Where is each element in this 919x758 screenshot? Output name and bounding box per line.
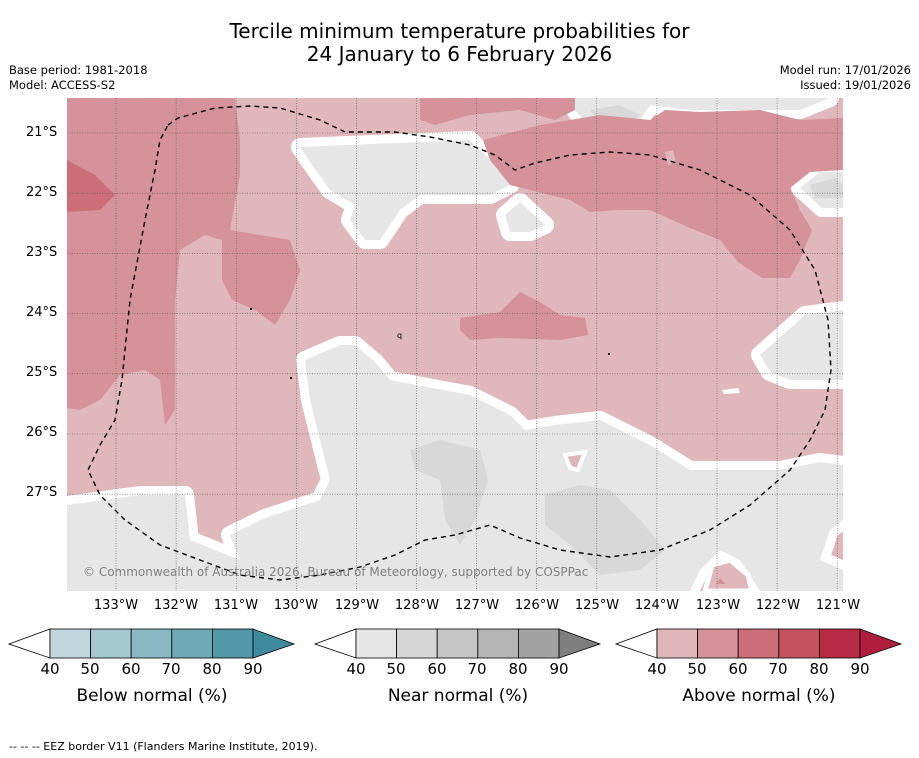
eez-border [87,105,832,581]
colorbar-segment [355,628,397,659]
cb-near-tick-40: 40 [346,660,366,678]
model-run-text: Model run: 17/01/2026 [779,63,911,77]
longitude-gridlines [115,98,838,591]
lon-label-131w: 131°W [213,598,259,613]
cb-near-tick-50: 50 [386,660,406,678]
lon-label-126w: 126°W [514,598,560,613]
colorbar-segment [517,628,560,659]
meta-left: Base period: 1981-2018 Model: ACCESS-S2 [9,63,148,93]
colorbar-above-normal [615,628,903,659]
model-text: Model: ACCESS-S2 [9,78,116,92]
lon-label-123w: 123°W [695,598,741,613]
lon-label-121w: 121°W [815,598,861,613]
latitude-gridlines [67,132,843,495]
chart-title-line-2: 24 January to 6 February 2026 [306,42,613,66]
eez-legend-footer: -- -- -- EEZ border V11 (Flanders Marine… [9,740,318,753]
colorbar-segment [90,628,132,659]
cb-below-tick-50: 50 [80,660,100,678]
colorbar-segment [737,628,780,659]
colorbar-segment [211,628,254,659]
lat-label-24s: 24°S [26,305,58,320]
lon-label-129w: 129°W [334,598,380,613]
cb-below-tick-40: 40 [40,660,60,678]
colorbar-segment [656,628,698,659]
cb-below-tick-70: 70 [161,660,181,678]
cb-near-tick-90: 90 [549,660,569,678]
colorbar-near-low-arrow [314,628,357,659]
lon-label-125w: 125°W [574,598,620,613]
lat-label-22s: 22°S [26,185,58,200]
colorbar-high-arrow [252,628,296,659]
copyright-text: © Commonwealth of Australia 2026, Bureau… [83,565,589,579]
near-normal-regions [67,98,843,591]
chart-title-line-1: Tercile minimum temperature probabilitie… [229,19,690,43]
colorbar-segment [396,628,438,659]
colorbar-below-title: Below normal (%) [76,686,228,706]
lat-label-26s: 26°S [26,425,58,440]
lon-label-122w: 122°W [755,598,801,613]
probability-map: q [67,98,843,591]
colorbar-segment [49,628,91,659]
lon-label-133w: 133°W [93,598,139,613]
cb-above-tick-60: 60 [728,660,748,678]
lat-label-27s: 27°S [26,485,58,500]
above-normal-50-regions [67,98,843,425]
cb-above-tick-50: 50 [687,660,707,678]
cb-below-tick-90: 90 [243,660,263,678]
lat-label-23s: 23°S [26,245,58,260]
meta-right: Model run: 17/01/2026 Issued: 19/01/2026 [780,63,911,93]
map-field: q [67,98,843,591]
issued-text: Issued: 19/01/2026 [800,78,911,92]
colorbar-high-arrow [859,628,903,659]
colorbar-segment [697,628,739,659]
lon-label-127w: 127°W [454,598,500,613]
island-label: q [397,331,402,340]
colorbar-segment [477,628,519,659]
cb-near-tick-80: 80 [508,660,528,678]
cb-near-tick-60: 60 [427,660,447,678]
base-period-text: Base period: 1981-2018 [9,63,148,77]
lon-label-132w: 132°W [153,598,199,613]
colorbar-above-low-arrow [615,628,658,659]
colorbar-near-title: Near normal (%) [387,686,529,706]
lon-label-124w: 124°W [634,598,680,613]
colorbar-below-normal [8,628,296,659]
colorbar-segment [130,628,173,659]
cb-below-tick-60: 60 [121,660,141,678]
cb-above-tick-90: 90 [850,660,870,678]
cb-above-tick-40: 40 [647,660,667,678]
colorbar-high-arrow [558,628,602,659]
cb-above-tick-70: 70 [768,660,788,678]
colorbar-below-low-arrow [8,628,51,659]
cb-near-tick-70: 70 [467,660,487,678]
lon-label-130w: 130°W [273,598,319,613]
cb-above-tick-80: 80 [809,660,829,678]
cb-below-tick-80: 80 [202,660,222,678]
islands [250,308,610,379]
lat-label-25s: 25°S [26,365,58,380]
lat-label-21s: 21°S [26,125,58,140]
colorbar-above-title: Above normal (%) [682,686,836,706]
lon-label-128w: 128°W [394,598,440,613]
colorbar-near-normal [314,628,602,659]
above-normal-60-regions [67,160,115,212]
colorbar-segment [818,628,861,659]
colorbar-segment [171,628,213,659]
colorbar-segment [436,628,479,659]
colorbar-segment [778,628,820,659]
